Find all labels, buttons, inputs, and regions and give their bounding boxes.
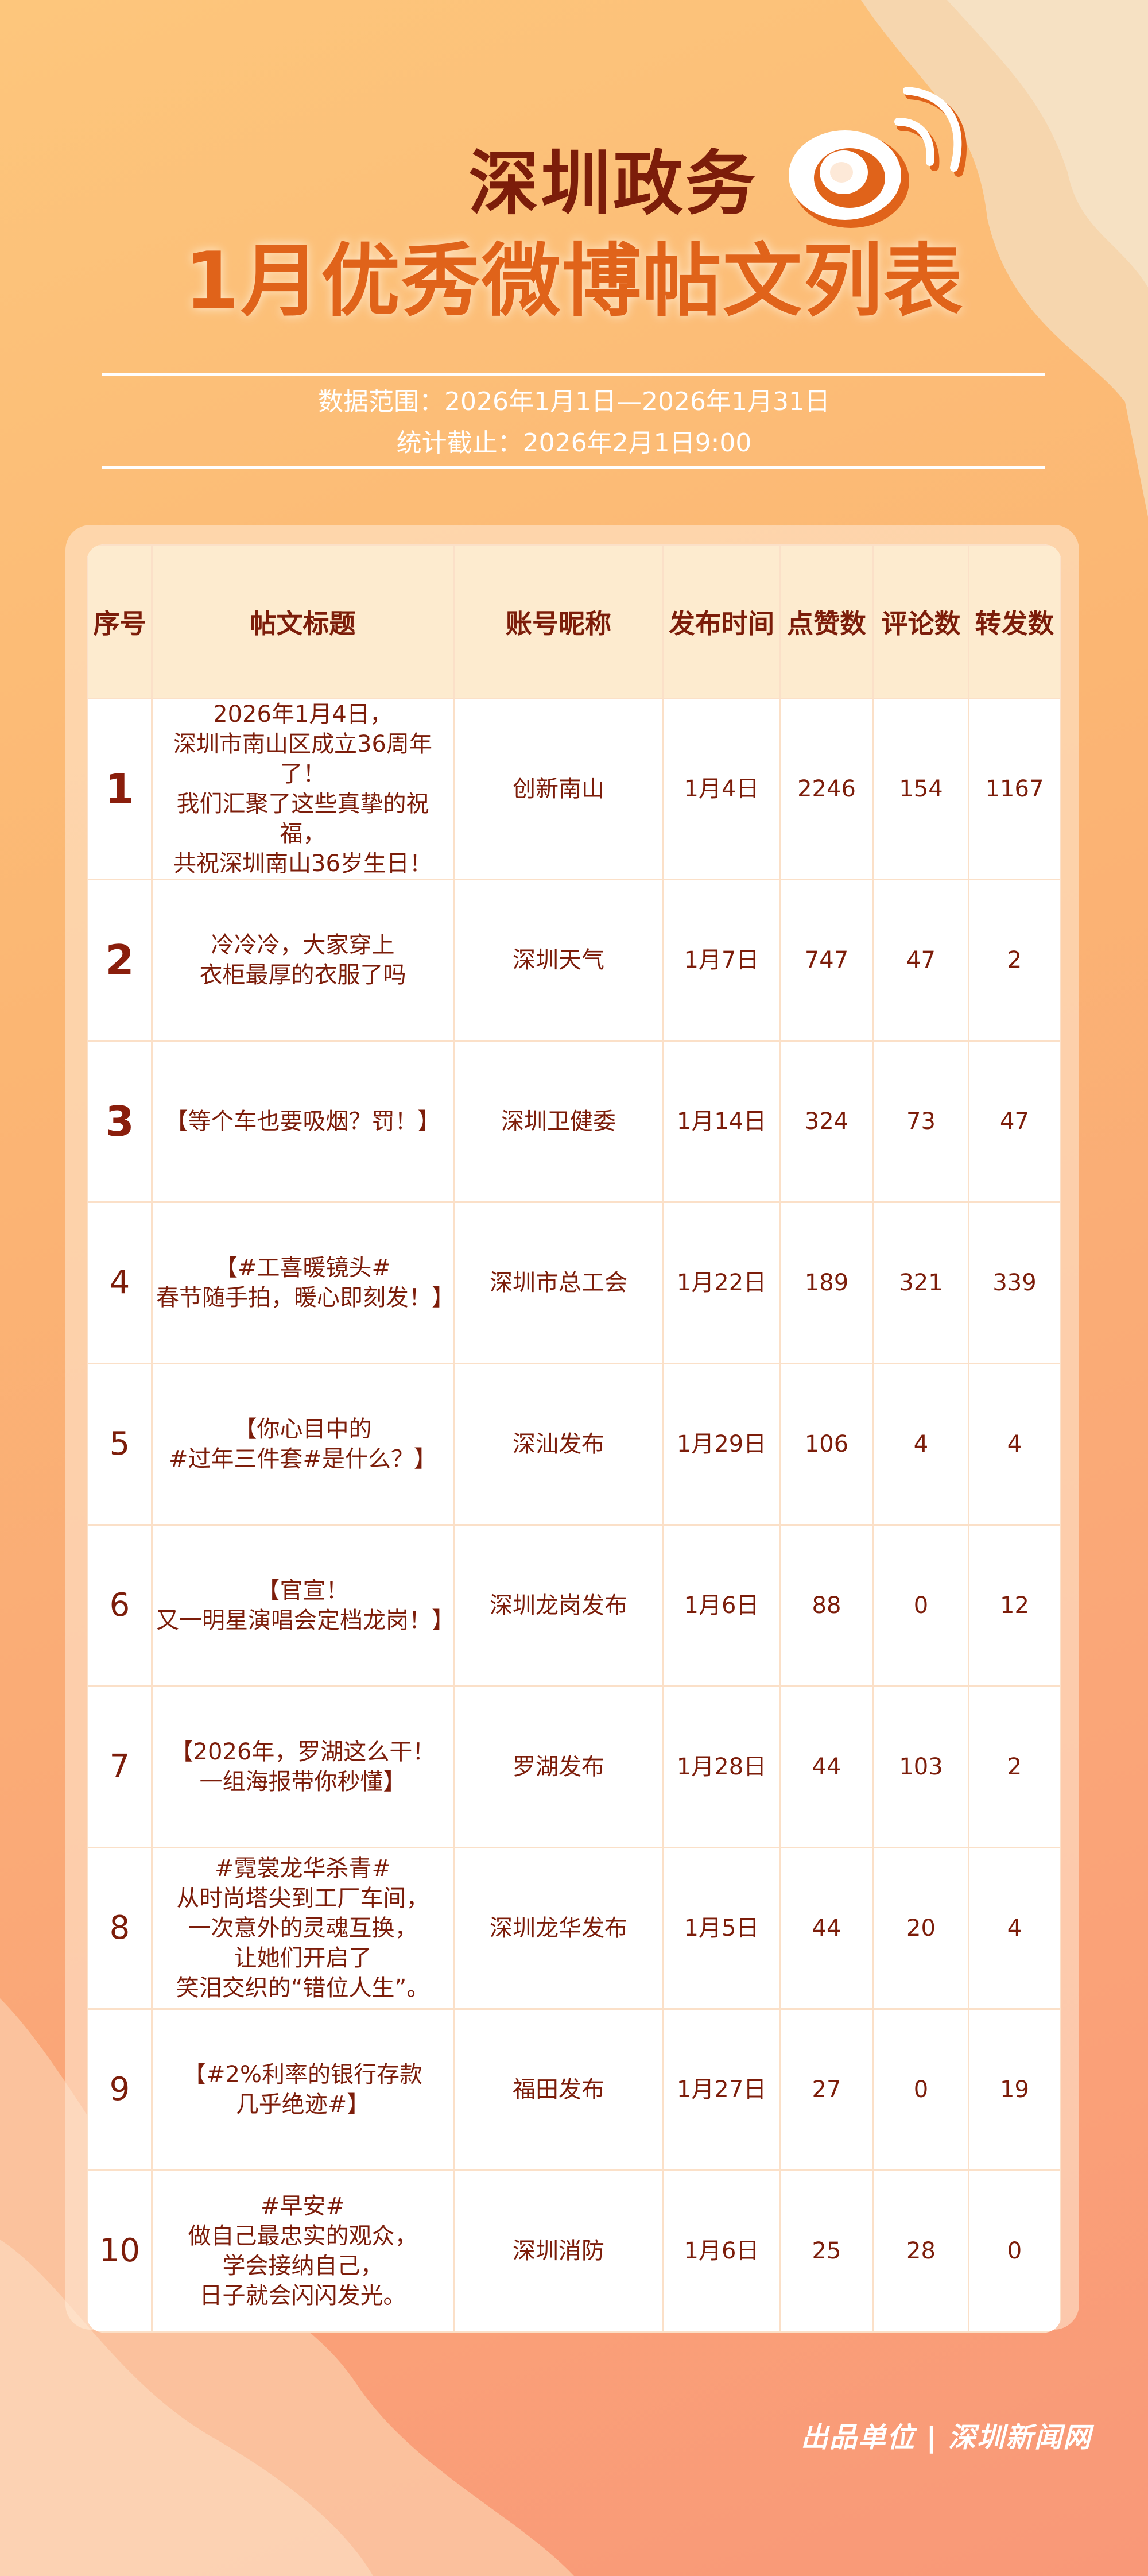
rank-cell: 6 xyxy=(87,1524,153,1687)
date-cell: 1月27日 xyxy=(662,2008,781,2171)
rank-cell: 5 xyxy=(87,1363,153,1526)
table-header: 序号 帖文标题 账号昵称 发布时间 点赞数 评论数 转发数 xyxy=(87,544,1061,699)
page-title: 深圳政务 xyxy=(468,143,758,225)
date-cell: 1月6日 xyxy=(662,2169,781,2333)
title-cell: 【#工喜暖镜头# 春节随手拍，暖心即刻发！】 xyxy=(151,1201,455,1364)
likes-cell: 747 xyxy=(779,879,874,1042)
title-cell: 【你心目中的 #过年三件套#是什么？】 xyxy=(151,1363,455,1526)
rank-cell: 8 xyxy=(87,1847,153,2010)
rank-cell: 3 xyxy=(87,1040,153,1203)
divider xyxy=(102,466,1045,469)
title-cell: 【2026年，罗湖这么干！ 一组海报带你秒懂】 xyxy=(151,1685,455,1848)
title-cell: #霓裳龙华杀青# 从时尚塔尖到工厂车间， 一次意外的灵魂互换， 让她们开启了 笑… xyxy=(151,1847,455,2010)
account-cell: 深圳龙华发布 xyxy=(453,1847,664,2010)
account-cell: 深圳市总工会 xyxy=(453,1201,664,1364)
title-cell: #早安# 做自己最忠实的观众， 学会接纳自己， 日子就会闪闪发光。 xyxy=(151,2169,455,2333)
likes-cell: 88 xyxy=(779,1524,874,1687)
reposts-cell: 47 xyxy=(968,1040,1061,1203)
title-cell: 【官宣！ 又一明星演唱会定档龙岗！】 xyxy=(151,1524,455,1687)
comments-cell: 28 xyxy=(872,2169,969,2333)
date-cell: 1月14日 xyxy=(662,1040,781,1203)
comments-cell: 20 xyxy=(872,1847,969,2010)
table-row: 9 【#2%利率的银行存款 几乎绝迹#】 福田发布 1月27日 27 0 19 xyxy=(87,2008,1061,2171)
reposts-cell: 19 xyxy=(968,2008,1061,2171)
table-row: 8 #霓裳龙华杀青# 从时尚塔尖到工厂车间， 一次意外的灵魂互换， 让她们开启了 … xyxy=(87,1847,1061,2010)
column-header: 序号 xyxy=(87,544,153,699)
divider xyxy=(102,373,1045,376)
reposts-cell: 4 xyxy=(968,1363,1061,1526)
reposts-cell: 2 xyxy=(968,1685,1061,1848)
title-cell: 【等个车也要吸烟？罚！】 xyxy=(151,1040,455,1203)
date-cell: 1月28日 xyxy=(662,1685,781,1848)
table-row: 10 #早安# 做自己最忠实的观众， 学会接纳自己， 日子就会闪闪发光。 深圳消防 1… xyxy=(87,2169,1061,2333)
title-cell: 【#2%利率的银行存款 几乎绝迹#】 xyxy=(151,2008,455,2171)
footer-credit: 出品单位 | 深圳新闻网 xyxy=(801,2422,1092,2454)
column-header: 发布时间 xyxy=(662,544,781,699)
likes-cell: 106 xyxy=(779,1363,874,1526)
column-header: 评论数 xyxy=(872,544,969,699)
rank-cell: 10 xyxy=(87,2169,153,2333)
comments-cell: 73 xyxy=(872,1040,969,1203)
comments-cell: 0 xyxy=(872,1524,969,1687)
comments-cell: 103 xyxy=(872,1685,969,1848)
rank-cell: 2 xyxy=(87,879,153,1042)
date-cell: 1月4日 xyxy=(662,698,781,880)
column-header: 账号昵称 xyxy=(453,544,664,699)
account-cell: 深汕发布 xyxy=(453,1363,664,1526)
post-table: 序号 帖文标题 账号昵称 发布时间 点赞数 评论数 转发数 1 2026年1月4日， 深圳市南… xyxy=(87,544,1061,2333)
comments-cell: 47 xyxy=(872,879,969,1042)
table-row: 4 【#工喜暖镜头# 春节随手拍，暖心即刻发！】 深圳市总工会 1月22日 189 321… xyxy=(87,1201,1061,1364)
column-header: 帖文标题 xyxy=(151,544,455,699)
likes-cell: 44 xyxy=(779,1847,874,2010)
reposts-cell: 12 xyxy=(968,1524,1061,1687)
account-cell: 深圳天气 xyxy=(453,879,664,1042)
rank-cell: 1 xyxy=(87,698,153,880)
title-cell: 2026年1月4日， 深圳市南山区成立36周年了！ 我们汇聚了这些真挚的祝福， … xyxy=(151,698,455,880)
column-header: 转发数 xyxy=(968,544,1061,699)
likes-cell: 2246 xyxy=(779,698,874,880)
likes-cell: 27 xyxy=(779,2008,874,2171)
account-cell: 深圳卫健委 xyxy=(453,1040,664,1203)
account-cell: 深圳消防 xyxy=(453,2169,664,2333)
table-row: 5 【你心目中的 #过年三件套#是什么？】 深汕发布 1月29日 106 4 4 xyxy=(87,1363,1061,1526)
account-cell: 深圳龙岗发布 xyxy=(453,1524,664,1687)
likes-cell: 324 xyxy=(779,1040,874,1203)
date-cell: 1月5日 xyxy=(662,1847,781,2010)
reposts-cell: 339 xyxy=(968,1201,1061,1364)
reposts-cell: 0 xyxy=(968,2169,1061,2333)
date-cell: 1月22日 xyxy=(662,1201,781,1364)
comments-cell: 154 xyxy=(872,698,969,880)
date-cell: 1月29日 xyxy=(662,1363,781,1526)
rank-cell: 9 xyxy=(87,2008,153,2171)
comments-cell: 4 xyxy=(872,1363,969,1526)
reposts-cell: 1167 xyxy=(968,698,1061,880)
table-row: 3 【等个车也要吸烟？罚！】 深圳卫健委 1月14日 324 73 47 xyxy=(87,1040,1061,1203)
title-cell: 冷冷冷，大家穿上 衣柜最厚的衣服了吗 xyxy=(151,879,455,1042)
table-row: 2 冷冷冷，大家穿上 衣柜最厚的衣服了吗 深圳天气 1月7日 747 47 2 xyxy=(87,879,1061,1042)
table-row: 1 2026年1月4日， 深圳市南山区成立36周年了！ 我们汇聚了这些真挚的祝福，… xyxy=(87,698,1061,880)
date-cell: 1月7日 xyxy=(662,879,781,1042)
table-row: 6 【官宣！ 又一明星演唱会定档龙岗！】 深圳龙岗发布 1月6日 88 0 12 xyxy=(87,1524,1061,1687)
table-row: 7 【2026年，罗湖这么干！ 一组海报带你秒懂】 罗湖发布 1月28日 44 103 2 xyxy=(87,1685,1061,1848)
reposts-cell: 2 xyxy=(968,879,1061,1042)
weibo-logo-icon xyxy=(789,87,967,228)
comments-cell: 0 xyxy=(872,2008,969,2171)
data-range: 数据范围：2026年1月1日—2026年1月31日 xyxy=(318,387,830,416)
page-subtitle: 1月优秀微博帖文列表 xyxy=(184,235,964,327)
likes-cell: 189 xyxy=(779,1201,874,1364)
account-cell: 罗湖发布 xyxy=(453,1685,664,1848)
likes-cell: 44 xyxy=(779,1685,874,1848)
date-cell: 1月6日 xyxy=(662,1524,781,1687)
account-cell: 创新南山 xyxy=(453,698,664,880)
rank-cell: 4 xyxy=(87,1201,153,1364)
rank-cell: 7 xyxy=(87,1685,153,1848)
likes-cell: 25 xyxy=(779,2169,874,2333)
comments-cell: 321 xyxy=(872,1201,969,1364)
cutoff-time: 统计截止：2026年2月1日9:00 xyxy=(396,428,752,458)
reposts-cell: 4 xyxy=(968,1847,1061,2010)
column-header: 点赞数 xyxy=(779,544,874,699)
account-cell: 福田发布 xyxy=(453,2008,664,2171)
